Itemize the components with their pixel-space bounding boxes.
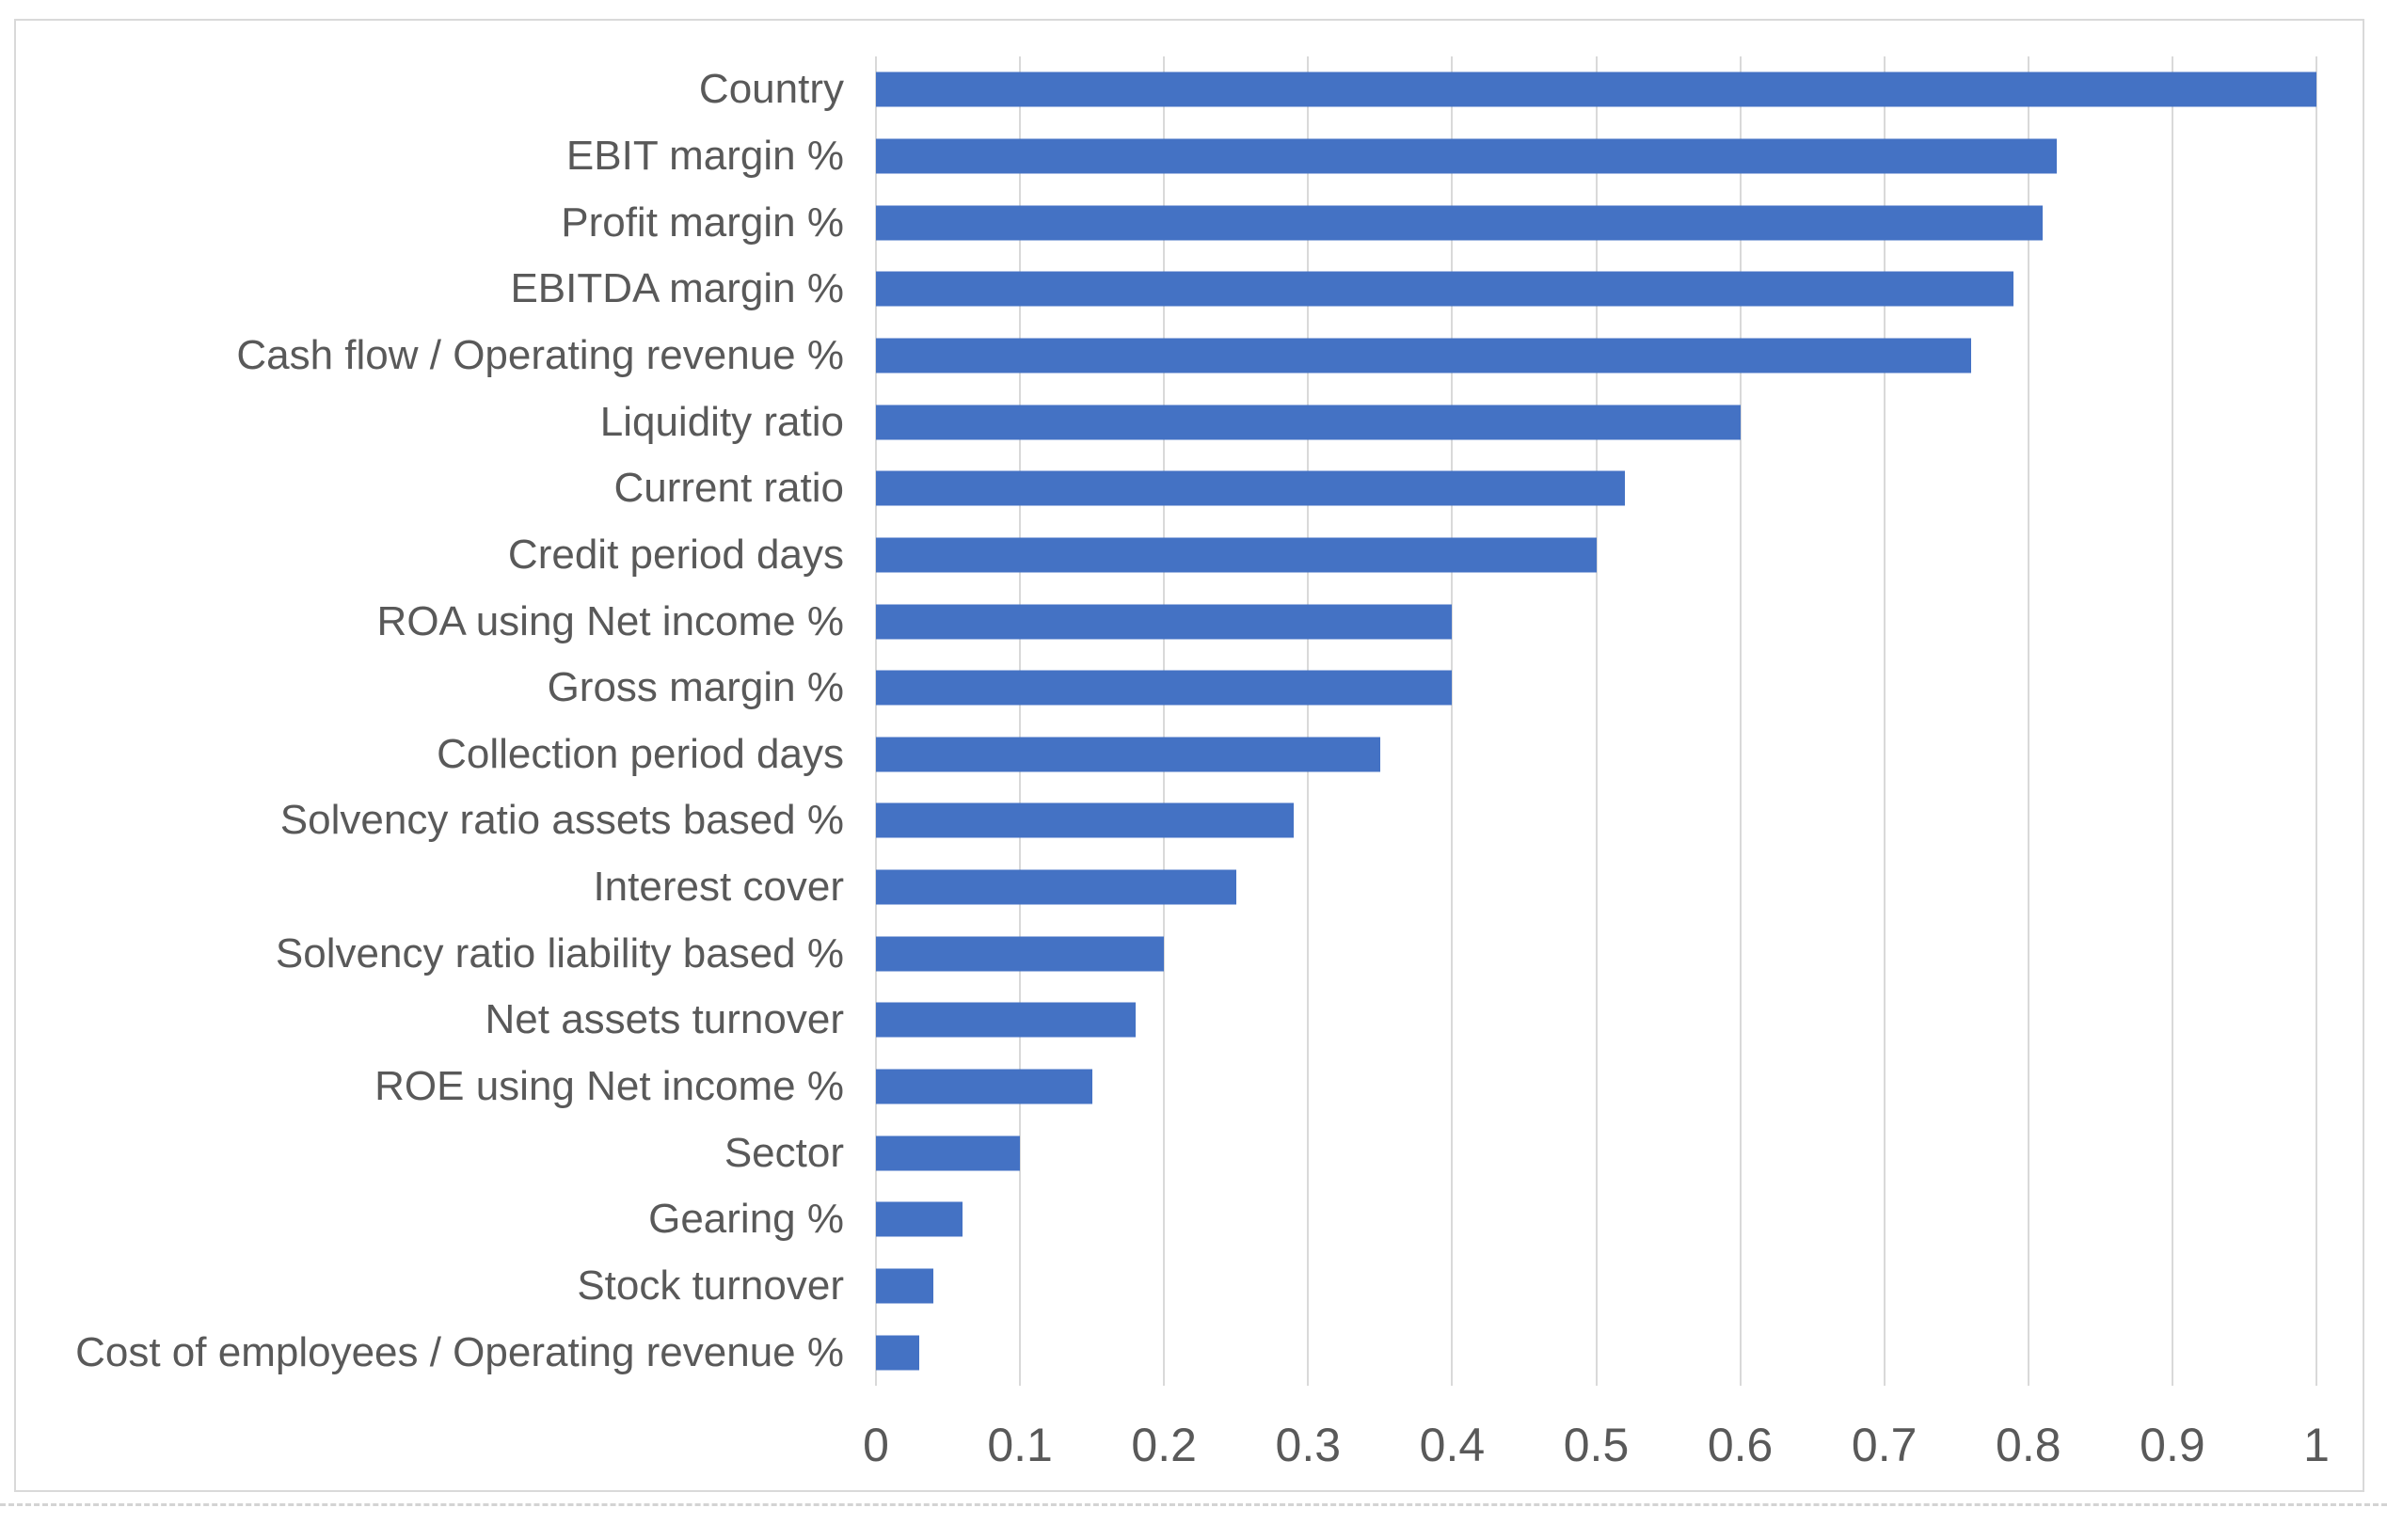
category-axis: Country EBIT margin % Profit margin % EBITD… xyxy=(16,56,844,1386)
x-tick-label: 0.4 xyxy=(1419,1419,1486,1471)
category-label: Cost of employees / Operating revenue % xyxy=(75,1328,844,1375)
bar xyxy=(876,1335,919,1371)
category-label: ROE using Net income % xyxy=(374,1063,844,1110)
category-label: Solvency ratio liability based % xyxy=(275,929,844,976)
bar xyxy=(876,1135,1021,1171)
bar xyxy=(876,802,1294,838)
x-tick-label: 0.2 xyxy=(1131,1419,1197,1471)
gridline xyxy=(2315,56,2317,1386)
gridline xyxy=(1307,56,1310,1386)
gridline xyxy=(1595,56,1598,1386)
plot-area xyxy=(875,56,2317,1386)
category-label: Current ratio xyxy=(613,465,844,512)
x-tick-label: 0.7 xyxy=(1851,1419,1918,1471)
gridline xyxy=(875,56,877,1386)
gridline xyxy=(1019,56,1022,1386)
category-label: Liquidity ratio xyxy=(599,398,844,445)
category-label: Stock turnover xyxy=(577,1262,844,1310)
category-label: Solvency ratio assets based % xyxy=(279,797,844,844)
bar xyxy=(876,1201,963,1237)
bar xyxy=(876,271,2014,307)
x-tick-label: 0.8 xyxy=(1996,1419,2061,1471)
bar xyxy=(876,405,1741,440)
x-tick-label: 0.3 xyxy=(1275,1419,1342,1471)
gridline xyxy=(2171,56,2173,1386)
gridline xyxy=(1883,56,1886,1386)
bar xyxy=(876,338,1971,373)
bar xyxy=(876,670,1453,706)
chart-frame: Country EBIT margin % Profit margin % EBITD… xyxy=(14,19,2364,1492)
bar xyxy=(876,138,2058,174)
category-label: Interest cover xyxy=(593,864,844,911)
category-label: Net assets turnover xyxy=(485,996,845,1043)
category-label: Country xyxy=(698,66,844,113)
category-label: EBIT margin % xyxy=(565,132,844,179)
x-tick-label: 0.1 xyxy=(987,1419,1053,1471)
x-tick-label: 0.9 xyxy=(2140,1419,2205,1471)
gridline xyxy=(2027,56,2029,1386)
bar xyxy=(876,1268,934,1304)
bar xyxy=(876,1002,1136,1038)
bar xyxy=(876,936,1165,972)
gridline xyxy=(1739,56,1742,1386)
value-axis: 0 0.1 0.2 0.3 0.4 0.5 0.6 0.7 0.8 0.9 1 xyxy=(863,1419,2330,1475)
bar xyxy=(876,205,2044,241)
bar xyxy=(876,71,2316,107)
x-tick-label: 1 xyxy=(2303,1419,2330,1471)
category-label: Gearing % xyxy=(648,1196,844,1243)
bar xyxy=(876,470,1626,506)
bar xyxy=(876,604,1453,640)
category-label: EBITDA margin % xyxy=(510,265,844,312)
category-label: Sector xyxy=(724,1129,844,1176)
category-label: Cash flow / Operating revenue % xyxy=(236,331,844,378)
gridline xyxy=(1451,56,1454,1386)
x-tick-label: 0 xyxy=(863,1419,889,1471)
category-label: Collection period days xyxy=(437,730,844,777)
category-label: Credit period days xyxy=(507,531,844,578)
gridline xyxy=(1163,56,1166,1386)
page-break-dashed-line xyxy=(0,1503,2387,1506)
x-tick-label: 0.5 xyxy=(1563,1419,1630,1471)
category-label: Gross margin % xyxy=(547,664,844,711)
bar xyxy=(876,1069,1092,1104)
bar xyxy=(876,869,1236,905)
x-tick-label: 0.6 xyxy=(1707,1419,1774,1471)
category-label: ROA using Net income % xyxy=(376,597,844,644)
category-label: Profit margin % xyxy=(561,198,844,246)
bar xyxy=(876,737,1380,772)
bar xyxy=(876,537,1597,573)
